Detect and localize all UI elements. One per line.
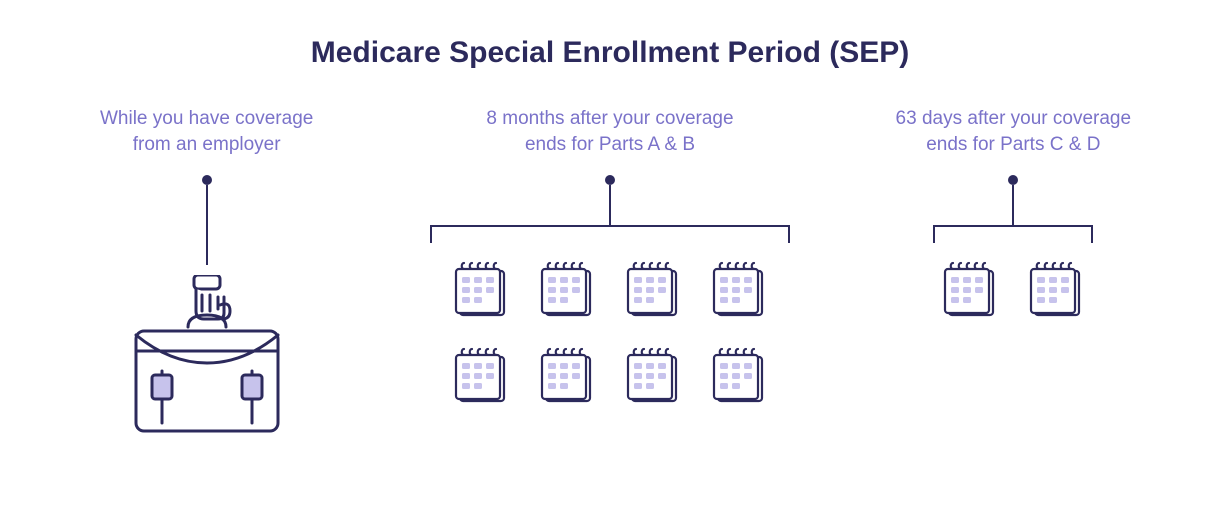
caption-line: ends for Parts C & D <box>896 132 1132 158</box>
column-parts-cd: 63 days after your coverage ends for Par… <box>863 106 1163 445</box>
caption-line: 63 days after your coverage <box>896 106 1132 132</box>
bracket-drop <box>1091 225 1093 243</box>
calendar-icon <box>624 259 682 321</box>
connector-bracket <box>430 225 790 243</box>
briefcase-icon <box>122 275 292 445</box>
calendar-icon <box>452 259 510 321</box>
calendar-icon <box>1027 259 1085 321</box>
connector-bracket <box>933 225 1093 243</box>
calendar-icon <box>538 259 596 321</box>
briefcase-icon-wrap <box>122 275 292 445</box>
bracket-drop <box>788 225 790 243</box>
column-employer: While you have coverage from an employer <box>57 106 357 445</box>
caption-line: 8 months after your coverage <box>486 106 733 132</box>
caption-line: While you have coverage <box>100 106 313 132</box>
bracket-drop <box>933 225 935 243</box>
connector-pin <box>1008 175 1018 185</box>
calendar-icon <box>452 345 510 407</box>
calendar-icon <box>624 345 682 407</box>
calendar-icon <box>710 345 768 407</box>
caption-employer: While you have coverage from an employer <box>100 106 313 157</box>
connector-stem <box>206 185 208 265</box>
columns-row: While you have coverage from an employer <box>0 106 1220 445</box>
calendar-grid-ab <box>452 259 768 407</box>
calendar-icon <box>710 259 768 321</box>
caption-line: ends for Parts A & B <box>486 132 733 158</box>
connector-stem <box>609 185 611 225</box>
bracket-bar <box>933 225 1093 227</box>
caption-parts-ab: 8 months after your coverage ends for Pa… <box>486 106 733 157</box>
caption-parts-cd: 63 days after your coverage ends for Par… <box>896 106 1132 157</box>
calendar-icon <box>941 259 999 321</box>
connector-stem <box>1012 185 1014 225</box>
bracket-drop <box>430 225 432 243</box>
connector-pin <box>605 175 615 185</box>
page-title: Medicare Special Enrollment Period (SEP) <box>0 0 1220 70</box>
column-parts-ab: 8 months after your coverage ends for Pa… <box>390 106 830 445</box>
connector-pin <box>202 175 212 185</box>
caption-line: from an employer <box>100 132 313 158</box>
bracket-bar <box>430 225 790 227</box>
calendar-grid-cd <box>941 259 1085 321</box>
calendar-icon <box>538 345 596 407</box>
